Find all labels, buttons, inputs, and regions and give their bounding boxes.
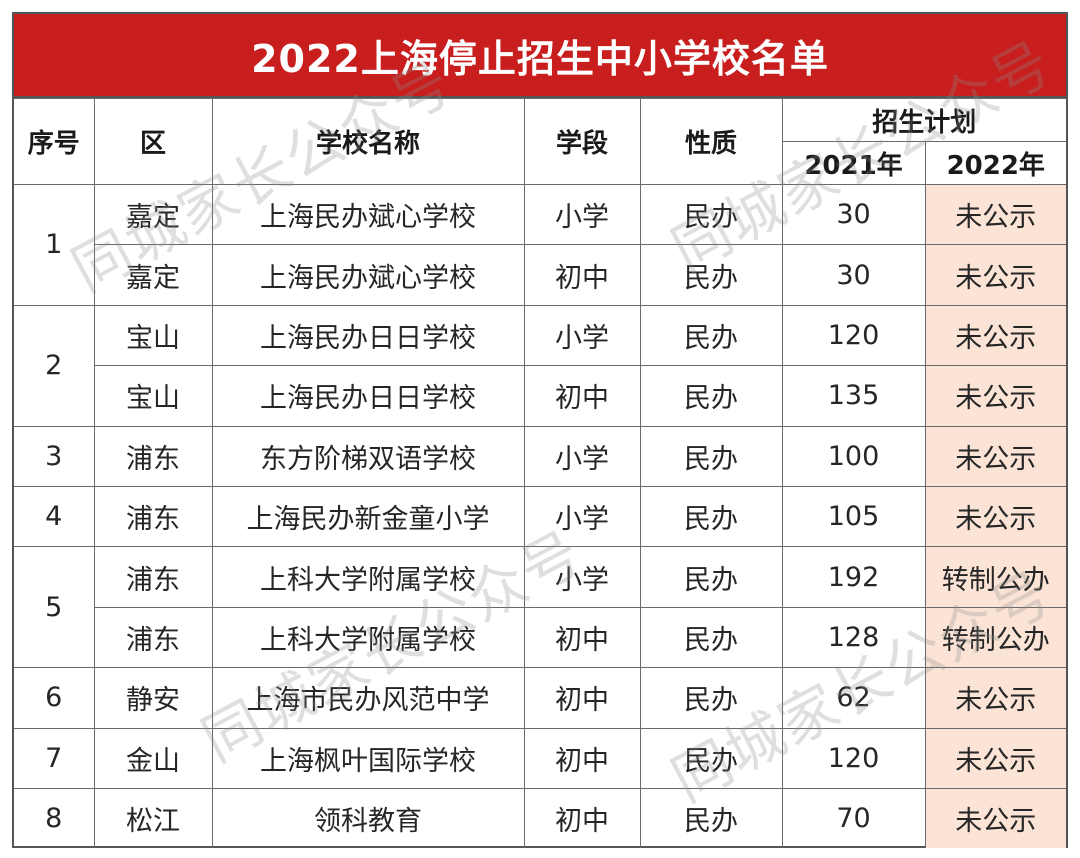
cell-plan-2022: 未公示 xyxy=(924,727,1067,789)
table-row: 嘉定 上海民办斌心学校 初中 民办 30 未公示 xyxy=(14,244,1067,306)
cell-district: 浦东 xyxy=(93,425,213,487)
cell-school-name: 东方阶梯双语学校 xyxy=(211,425,525,487)
cell-plan-2021: 128 xyxy=(781,606,926,669)
cell-stage: 小学 xyxy=(523,304,641,367)
cell-stage: 初中 xyxy=(523,365,641,427)
cell-plan-2022: 未公示 xyxy=(924,183,1067,246)
cell-district: 金山 xyxy=(93,727,213,789)
cell-plan-2022: 转制公办 xyxy=(924,546,1067,608)
cell-plan-2021: 120 xyxy=(781,727,926,789)
cell-school-name: 上海民办新金童小学 xyxy=(211,485,525,548)
school-table: 序号 区 学校名称 学段 性质 招生计划 2021年 2022年 1 嘉定 上海民办… xyxy=(14,98,1067,849)
cell-stage: 小学 xyxy=(523,485,641,548)
cell-plan-2022: 未公示 xyxy=(924,244,1067,306)
cell-seq: 7 xyxy=(14,727,95,789)
table-row: 4 浦东 上海民办新金童小学 小学 民办 105 未公示 xyxy=(14,485,1067,548)
table-body: 1 嘉定 上海民办斌心学校 小学 民办 30 未公示 嘉定 上海民办斌心学校 初中 民办 30 未公示 2… xyxy=(14,183,1067,849)
cell-seq: 5 xyxy=(14,546,95,669)
cell-plan-2022: 未公示 xyxy=(924,787,1067,849)
header-seq: 序号 xyxy=(14,98,95,185)
table-row: 6 静安 上海市民办风范中学 初中 民办 62 未公示 xyxy=(14,667,1067,729)
cell-nature: 民办 xyxy=(639,606,783,669)
cell-district: 浦东 xyxy=(94,606,213,669)
cell-district: 嘉定 xyxy=(94,244,213,306)
table-row: 宝山 上海民办日日学校 初中 民办 135 未公示 xyxy=(14,365,1067,427)
table-row: 3 浦东 东方阶梯双语学校 小学 民办 100 未公示 xyxy=(14,425,1067,487)
cell-seq: 3 xyxy=(14,425,95,487)
cell-school-name: 领科教育 xyxy=(211,787,525,849)
cell-plan-2022: 未公示 xyxy=(924,304,1067,367)
cell-stage: 小学 xyxy=(523,546,641,608)
cell-stage: 小学 xyxy=(523,425,641,487)
cell-plan-2021: 105 xyxy=(781,485,926,548)
header-stage: 学段 xyxy=(523,98,641,185)
cell-seq: 8 xyxy=(14,787,95,849)
cell-plan-2021: 100 xyxy=(781,425,926,487)
cell-plan-2022: 未公示 xyxy=(924,425,1067,487)
table-row: 1 嘉定 上海民办斌心学校 小学 民办 30 未公示 xyxy=(14,183,1067,306)
table-row: 8 松江 领科教育 初中 民办 70 未公示 xyxy=(14,787,1067,849)
cell-seq: 6 xyxy=(14,667,95,729)
cell-seq: 1 xyxy=(14,184,95,306)
cell-plan-2021: 192 xyxy=(781,546,926,608)
header-school: 学校名称 xyxy=(211,98,525,185)
school-list-sheet: 2022上海停止招生中小学校名单 序号 区 学校名称 学段 性质 招生计划 20… xyxy=(12,12,1068,849)
cell-district: 嘉定 xyxy=(93,183,213,246)
cell-nature: 民办 xyxy=(639,244,783,306)
cell-nature: 民办 xyxy=(639,787,783,849)
cell-stage: 初中 xyxy=(523,244,641,306)
cell-district: 宝山 xyxy=(94,365,213,427)
cell-school-name: 上海民办斌心学校 xyxy=(211,183,525,246)
cell-stage: 初中 xyxy=(523,606,641,669)
cell-plan-2022: 未公示 xyxy=(924,667,1067,729)
cell-stage: 初中 xyxy=(523,667,641,729)
cell-district: 浦东 xyxy=(93,546,213,608)
cell-plan-2021: 30 xyxy=(781,244,926,306)
cell-nature: 民办 xyxy=(639,183,783,246)
cell-district: 浦东 xyxy=(93,485,213,548)
header-plan-2021: 2021年 xyxy=(782,141,926,185)
table-row: 7 金山 上海枫叶国际学校 初中 民办 120 未公示 xyxy=(14,727,1067,789)
table-title: 2022上海停止招生中小学校名单 xyxy=(14,14,1066,98)
cell-stage: 小学 xyxy=(523,183,641,246)
cell-plan-2021: 120 xyxy=(781,304,926,367)
cell-stage: 初中 xyxy=(523,727,641,789)
cell-stage: 初中 xyxy=(523,787,641,849)
cell-school-name: 上海民办斌心学校 xyxy=(211,244,525,306)
cell-school-name: 上海民办日日学校 xyxy=(211,304,525,367)
cell-plan-2021: 30 xyxy=(781,183,926,246)
table-row: 浦东 上科大学附属学校 初中 民办 128 转制公办 xyxy=(14,606,1067,669)
cell-nature: 民办 xyxy=(639,667,783,729)
header-nature: 性质 xyxy=(639,98,783,185)
cell-school-name: 上科大学附属学校 xyxy=(211,546,525,608)
header-district: 区 xyxy=(93,98,213,185)
cell-school-name: 上海枫叶国际学校 xyxy=(211,727,525,789)
cell-plan-2021: 62 xyxy=(781,667,926,729)
table-row: 2 宝山 上海民办日日学校 小学 民办 120 未公示 xyxy=(14,304,1067,427)
cell-nature: 民办 xyxy=(639,727,783,789)
cell-school-name: 上海市民办风范中学 xyxy=(211,667,525,729)
cell-plan-2021: 70 xyxy=(781,787,926,849)
cell-plan-2022: 转制公办 xyxy=(924,606,1067,669)
header-plan-2022: 2022年 xyxy=(924,141,1067,185)
table-row: 5 浦东 上科大学附属学校 小学 民办 192 转制公办 xyxy=(14,546,1067,669)
cell-plan-2021: 135 xyxy=(781,365,926,427)
cell-nature: 民办 xyxy=(639,425,783,487)
cell-district: 松江 xyxy=(93,787,213,849)
cell-school-name: 上科大学附属学校 xyxy=(211,606,525,669)
cell-nature: 民办 xyxy=(639,365,783,427)
cell-district: 静安 xyxy=(93,667,213,729)
cell-school-name: 上海民办日日学校 xyxy=(211,365,525,427)
cell-nature: 民办 xyxy=(639,485,783,548)
cell-nature: 民办 xyxy=(639,304,783,367)
cell-district: 宝山 xyxy=(93,304,213,367)
cell-seq: 2 xyxy=(14,304,95,427)
cell-seq: 4 xyxy=(14,485,95,548)
cell-plan-2022: 未公示 xyxy=(924,485,1067,548)
cell-plan-2022: 未公示 xyxy=(924,365,1067,427)
header-plan: 招生计划 xyxy=(781,98,1067,142)
cell-nature: 民办 xyxy=(639,546,783,608)
